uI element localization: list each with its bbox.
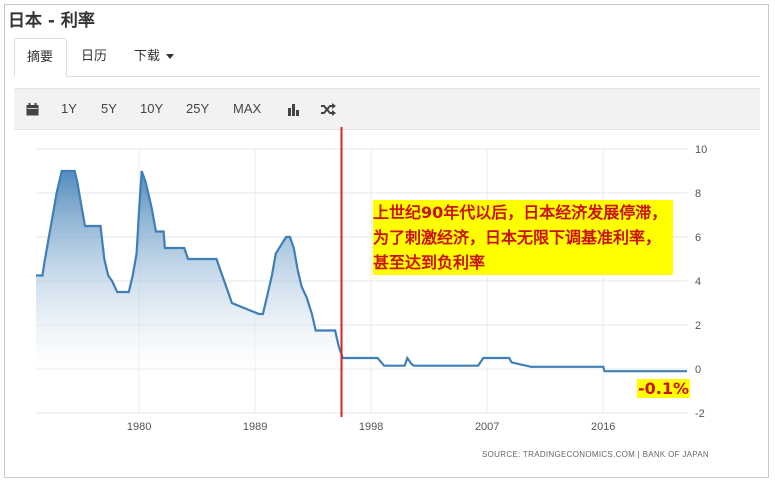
chart-toolbar: 1Y 5Y 10Y 25Y MAX xyxy=(14,88,760,130)
range-25y-button[interactable]: 25Y xyxy=(186,101,210,116)
x-tick-label: 1998 xyxy=(359,421,383,433)
range-5y-button[interactable]: 5Y xyxy=(101,101,117,116)
tab-calendar-label: 日历 xyxy=(81,49,108,64)
y-tick-label: 2 xyxy=(695,320,701,332)
range-10y-button[interactable]: 10Y xyxy=(140,101,164,116)
annotation-text: 上世纪90年代以后，日本经济发展停滞，为了刺激经济，日本无限下调基准利率，甚至达… xyxy=(373,200,673,275)
page-title: 日本 - 利率 xyxy=(8,11,95,31)
shuffle-icon[interactable] xyxy=(321,89,336,129)
source-attribution: SOURCE: TRADINGECONOMICS.COM | BANK OF J… xyxy=(482,450,710,459)
x-tick-label: 2007 xyxy=(475,421,499,433)
y-tick-label: 4 xyxy=(695,276,701,288)
calendar-icon[interactable] xyxy=(26,89,39,129)
series-area xyxy=(36,171,687,372)
tab-calendar[interactable]: 日历 xyxy=(81,38,107,76)
tab-download[interactable]: 下载 xyxy=(134,38,175,76)
current-value-label: -0.1% xyxy=(637,379,691,398)
bar-chart-icon[interactable] xyxy=(287,89,300,129)
x-tick-label: 1980 xyxy=(127,421,151,433)
y-tick-label: 8 xyxy=(695,188,701,200)
y-tick-label: -2 xyxy=(695,408,705,420)
tab-bar: 摘要 日历 下载 xyxy=(14,38,760,77)
range-1y-button[interactable]: 1Y xyxy=(61,101,77,116)
tab-summary-label: 摘要 xyxy=(27,50,54,65)
caret-down-icon xyxy=(166,54,175,59)
series-line xyxy=(36,169,687,373)
axis-tick-labels: 10 8 6 4 2 0 -2 1980 1989 1998 2007 2016 xyxy=(127,144,707,433)
tab-summary[interactable]: 摘要 xyxy=(14,38,67,77)
y-tick-label: 0 xyxy=(695,364,701,376)
tab-download-label: 下载 xyxy=(134,49,161,64)
y-tick-label: 6 xyxy=(695,232,701,244)
y-tick-label: 10 xyxy=(695,144,707,156)
x-tick-label: 1989 xyxy=(243,421,267,433)
x-tick-label: 2016 xyxy=(591,421,615,433)
range-max-button[interactable]: MAX xyxy=(233,101,262,116)
